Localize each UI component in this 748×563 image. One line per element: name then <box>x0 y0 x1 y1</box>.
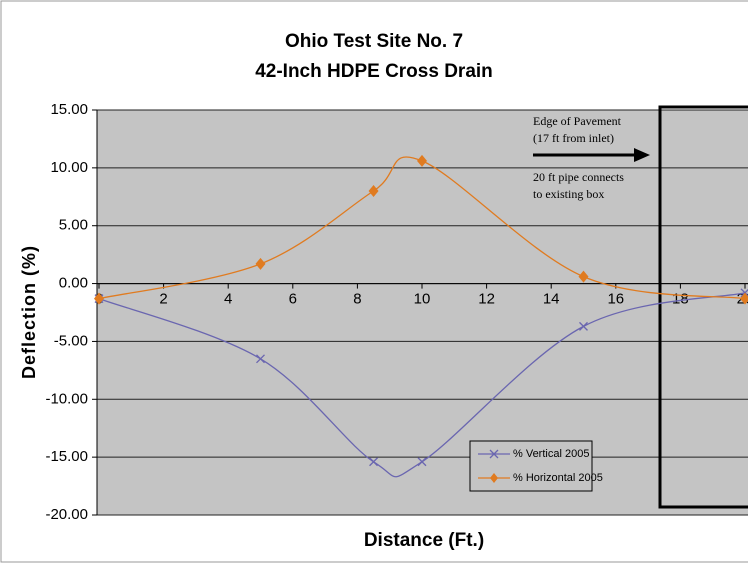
chart-title: Ohio Test Site No. 7 <box>285 31 463 52</box>
x-tick-label: 8 <box>353 291 361 308</box>
legend-label: % Horizontal 2005 <box>513 472 603 484</box>
y-tick-label: -10.00 <box>45 390 88 407</box>
marker <box>369 457 379 467</box>
series-line <box>98 292 746 478</box>
marker <box>417 457 427 467</box>
x-tick-label: 14 <box>543 291 560 308</box>
series-line <box>98 156 746 300</box>
x-tick-label: 16 <box>607 291 624 308</box>
y-axis-label: Deflection (%) <box>19 245 39 379</box>
legend-label: % Vertical 2005 <box>513 448 589 460</box>
marker <box>255 257 266 270</box>
x-axis-label: Distance (Ft.) <box>364 530 484 551</box>
x-tick-label: 6 <box>289 291 297 308</box>
marker <box>417 154 427 167</box>
y-tick-label: 5.00 <box>59 217 88 234</box>
marker <box>256 354 265 364</box>
existing-box <box>658 105 748 509</box>
chart-subtitle: 42-Inch HDPE Cross Drain <box>255 61 493 82</box>
annotation: to existing box <box>533 187 604 201</box>
y-tick-label: 10.00 <box>50 159 88 176</box>
y-tick-label: 0.00 <box>59 275 88 292</box>
marker <box>579 321 588 331</box>
y-tick-label: -20.00 <box>45 506 88 523</box>
y-tick-label: 15.00 <box>50 101 88 118</box>
legend-marker <box>490 473 498 483</box>
x-tick-label: 12 <box>478 291 495 308</box>
y-tick-label: -5.00 <box>54 332 88 349</box>
x-tick-label: 10 <box>414 291 431 308</box>
x-tick-label: 2 <box>159 291 167 308</box>
marker <box>740 292 748 305</box>
legend-box <box>469 440 593 492</box>
marker <box>368 185 379 197</box>
annotation: 20 ft pipe connects <box>533 170 624 184</box>
x-tick-label: 18 <box>672 291 689 308</box>
arrow-head <box>634 148 650 162</box>
annotation: Edge of Pavement <box>533 114 622 128</box>
marker <box>94 292 104 305</box>
annotation: (17 ft from inlet) <box>533 131 614 145</box>
y-tick-label: -15.00 <box>45 448 88 465</box>
plot-area <box>97 110 748 515</box>
x-tick-label: 4 <box>224 291 232 308</box>
legend-marker <box>489 449 499 459</box>
marker <box>578 270 589 283</box>
